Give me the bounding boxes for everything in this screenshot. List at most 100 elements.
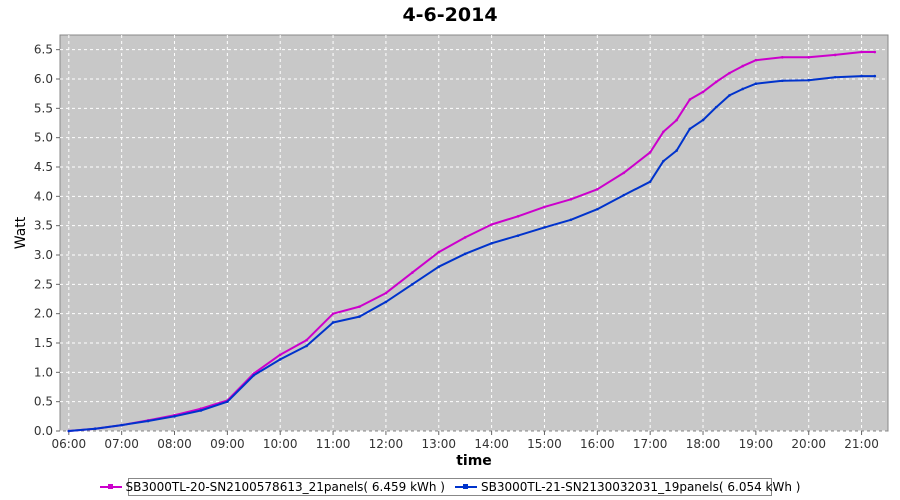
data-point <box>490 241 493 245</box>
data-point <box>305 344 308 348</box>
data-point <box>728 71 731 75</box>
y-tick-label: 6.0 <box>34 72 53 86</box>
data-point <box>569 197 573 201</box>
data-point <box>780 55 784 59</box>
data-point <box>463 236 467 239</box>
data-point <box>754 58 758 62</box>
y-tick-label: 2.5 <box>34 277 53 291</box>
data-point <box>688 98 692 101</box>
data-point <box>873 50 877 54</box>
data-point <box>67 429 71 433</box>
x-tick-label: 14:00 <box>474 437 509 451</box>
data-point <box>543 226 546 229</box>
y-tick-label: 5.0 <box>34 131 53 145</box>
y-tick-label: 3.5 <box>34 219 53 233</box>
x-tick-label: 15:00 <box>527 437 562 451</box>
legend-item-series-1: SB3000TL-20-SN2100578613_21panels( 6.459… <box>99 480 445 494</box>
series-line-2 <box>68 75 875 432</box>
data-point <box>120 423 123 427</box>
x-tick-label: 11:00 <box>316 437 351 451</box>
data-point <box>463 252 467 256</box>
x-tick-label: 09:00 <box>210 437 245 451</box>
data-point <box>543 205 546 209</box>
x-tick-label: 08:00 <box>157 437 192 451</box>
y-tick-label: 1.5 <box>34 336 53 350</box>
data-point <box>437 250 441 254</box>
axes: 0.0 0.5 1.0 1.5 2.0 2.5 3.0 3.5 4.0 4.5 5.0 5.5 6.0 6… <box>34 43 879 451</box>
data-point <box>411 271 414 274</box>
data-point <box>833 53 837 57</box>
data-point <box>93 427 97 430</box>
x-tick-label: 12:00 <box>369 437 404 451</box>
y-tick-label: 0.5 <box>34 395 53 409</box>
data-point <box>833 75 837 79</box>
x-tick-label: 19:00 <box>739 437 774 451</box>
x-tick-label: 17:00 <box>633 437 668 451</box>
data-point <box>780 79 784 83</box>
y-tick-label: 3.0 <box>34 248 53 262</box>
data-point <box>384 300 388 304</box>
data-point <box>358 315 361 318</box>
data-point <box>714 105 718 109</box>
legend-item-series-2: SB3000TL-21-SN2130032031_19panels( 6.054… <box>455 480 800 494</box>
y-tick-label: 2.0 <box>34 307 53 321</box>
data-point <box>199 409 203 412</box>
data-point <box>648 180 652 183</box>
x-tick-label: 21:00 <box>844 437 879 451</box>
data-point <box>688 127 692 131</box>
data-point <box>384 291 388 295</box>
data-point <box>728 94 731 97</box>
data-point <box>596 207 599 211</box>
y-tick-label: 4.5 <box>34 160 53 174</box>
x-tick-label: 10:00 <box>263 437 298 451</box>
x-tick-label: 13:00 <box>421 437 456 451</box>
data-point <box>662 130 665 134</box>
y-tick-label: 0.0 <box>34 424 53 438</box>
legend-label-series-1: SB3000TL-20-SN2100578613_21panels( 6.459… <box>125 480 445 494</box>
data-point <box>675 149 678 152</box>
data-point <box>278 358 282 361</box>
data-point <box>358 305 361 308</box>
x-tick-label: 07:00 <box>104 437 139 451</box>
data-point <box>622 171 626 175</box>
y-tick-label: 6.5 <box>34 43 53 57</box>
data-point <box>173 415 176 418</box>
data-point <box>331 321 335 324</box>
data-point <box>754 82 758 85</box>
data-point <box>701 90 705 94</box>
x-tick-label: 18:00 <box>686 437 721 451</box>
data-point <box>860 50 863 54</box>
data-point <box>411 283 414 286</box>
legend-swatch-series-1 <box>99 484 122 489</box>
legend: SB3000TL-20-SN2100578613_21panels( 6.459… <box>99 478 800 496</box>
y-tick-label: 4.0 <box>34 189 53 203</box>
data-point <box>741 64 744 68</box>
legend-label-series-2: SB3000TL-21-SN2130032031_19panels( 6.054… <box>481 480 801 494</box>
x-tick-label: 06:00 <box>52 437 87 451</box>
data-point <box>675 118 678 122</box>
data-point <box>305 338 308 342</box>
data-point <box>596 187 599 191</box>
data-point <box>714 80 718 84</box>
data-point <box>490 223 493 226</box>
x-tick-label: 16:00 <box>580 437 615 451</box>
legend-swatch-series-2 <box>455 484 477 489</box>
data-point <box>648 151 652 154</box>
data-point <box>701 118 705 122</box>
data-point <box>331 312 335 315</box>
data-point <box>807 78 811 82</box>
data-point <box>252 373 256 377</box>
data-point <box>860 74 863 78</box>
data-point <box>516 234 520 237</box>
series-lines <box>67 50 877 433</box>
data-point <box>226 400 229 403</box>
y-tick-label: 5.5 <box>34 101 53 115</box>
data-point <box>662 159 665 163</box>
x-tick-label: 20:00 <box>791 437 826 451</box>
x-axis-label: time <box>456 453 492 469</box>
y-tick-label: 1.0 <box>34 365 53 379</box>
data-point <box>146 419 150 423</box>
grid-lines <box>60 35 888 432</box>
data-point <box>278 353 282 357</box>
